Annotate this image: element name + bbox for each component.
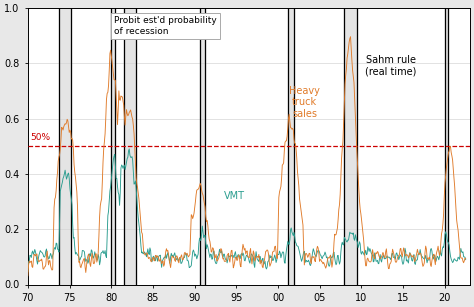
- Bar: [344, 8, 357, 285]
- Text: 50%: 50%: [30, 133, 51, 142]
- Bar: [289, 8, 294, 285]
- Bar: [200, 8, 205, 285]
- Text: Heavy
truck
sales: Heavy truck sales: [289, 86, 320, 119]
- Bar: [124, 8, 136, 285]
- Bar: [446, 8, 447, 285]
- Bar: [59, 8, 71, 285]
- Text: Probit est'd probability
of recession: Probit est'd probability of recession: [114, 17, 217, 36]
- Text: Sahm rule
(real time): Sahm rule (real time): [365, 55, 416, 77]
- Text: VMT: VMT: [224, 191, 245, 201]
- Bar: [111, 8, 116, 285]
